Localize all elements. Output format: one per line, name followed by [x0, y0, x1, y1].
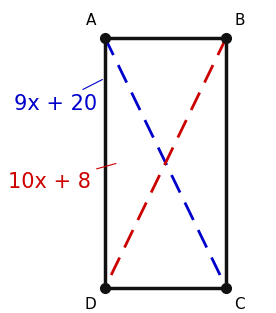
Text: C: C [235, 297, 245, 312]
Text: 10x + 8: 10x + 8 [8, 163, 116, 192]
Text: 9x + 20: 9x + 20 [14, 80, 102, 114]
Text: B: B [235, 13, 245, 28]
Text: A: A [86, 13, 97, 28]
Text: D: D [85, 297, 97, 312]
